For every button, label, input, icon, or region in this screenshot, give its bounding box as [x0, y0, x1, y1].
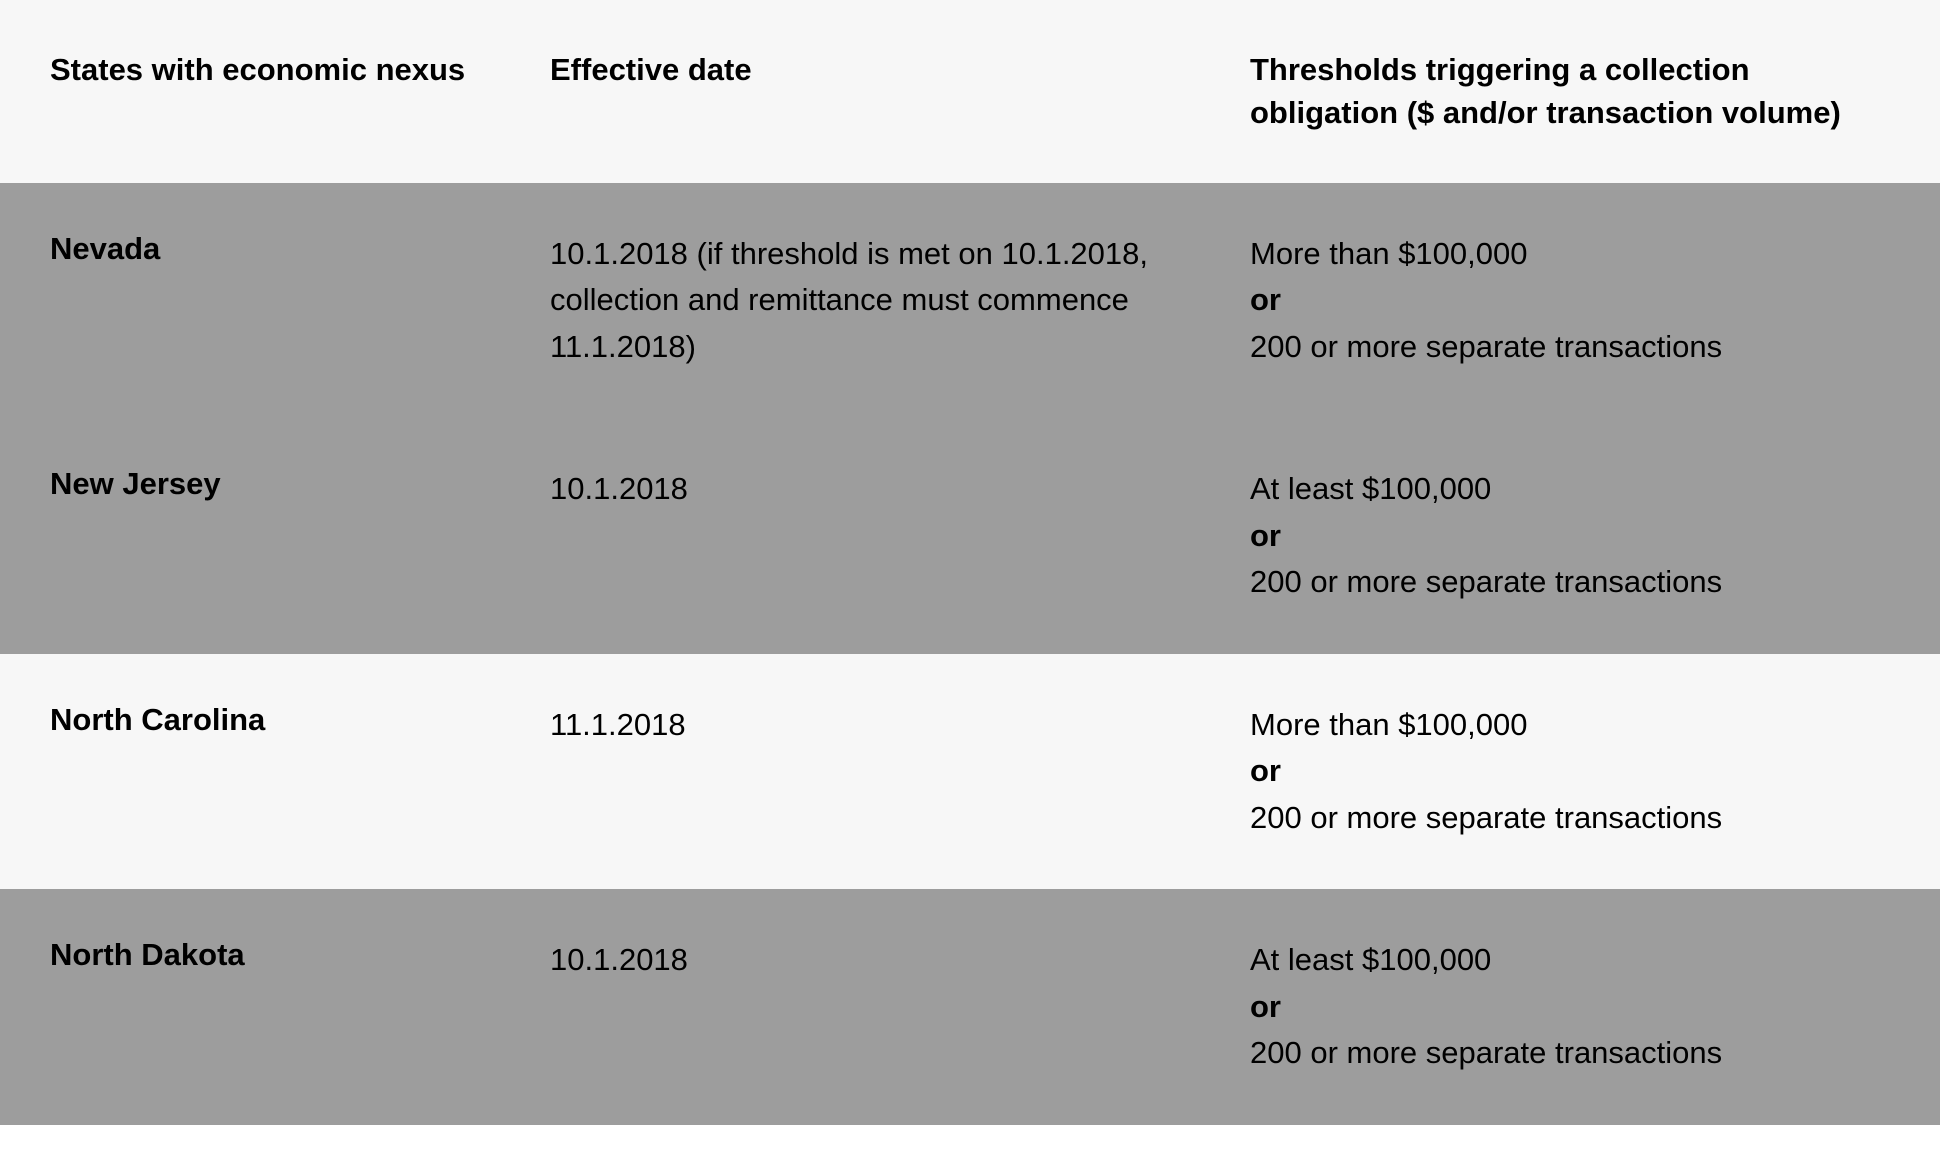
nexus-table: States with economic nexus Effective dat…	[0, 0, 1940, 1125]
header-date-label: Effective date	[550, 48, 1210, 91]
cell-threshold: At least $100,000 or 200 or more separat…	[1250, 937, 1890, 1077]
table-row: North Dakota 10.1.2018 At least $100,000…	[0, 889, 1940, 1125]
cell-date: 10.1.2018	[550, 466, 1250, 606]
cell-threshold: At least $100,000 or 200 or more separat…	[1250, 466, 1890, 606]
header-threshold-label: Thresholds triggering a collection oblig…	[1250, 48, 1890, 135]
threshold-amount: More than $100,000	[1250, 702, 1890, 749]
cell-state: Nevada	[50, 231, 550, 371]
threshold-transactions: 200 or more separate transactions	[1250, 559, 1890, 606]
threshold-or: or	[1250, 513, 1890, 560]
state-name: North Dakota	[50, 937, 510, 973]
state-name: New Jersey	[50, 466, 510, 502]
cell-state: New Jersey	[50, 466, 550, 606]
table-row: New Jersey 10.1.2018 At least $100,000 o…	[0, 418, 1940, 654]
cell-state: North Carolina	[50, 702, 550, 842]
threshold-amount: More than $100,000	[1250, 231, 1890, 278]
threshold-or: or	[1250, 748, 1890, 795]
effective-date: 10.1.2018	[550, 466, 1210, 513]
threshold-transactions: 200 or more separate transactions	[1250, 795, 1890, 842]
table-row: North Carolina 11.1.2018 More than $100,…	[0, 654, 1940, 890]
cell-threshold: More than $100,000 or 200 or more separa…	[1250, 702, 1890, 842]
effective-date: 10.1.2018 (if threshold is met on 10.1.2…	[550, 231, 1210, 371]
header-state-label: States with economic nexus	[50, 48, 510, 91]
effective-date: 10.1.2018	[550, 937, 1210, 984]
header-col-date: Effective date	[550, 48, 1250, 135]
threshold-transactions: 200 or more separate transactions	[1250, 324, 1890, 371]
cell-threshold: More than $100,000 or 200 or more separa…	[1250, 231, 1890, 371]
cell-date: 10.1.2018 (if threshold is met on 10.1.2…	[550, 231, 1250, 371]
state-name: North Carolina	[50, 702, 510, 738]
cell-date: 11.1.2018	[550, 702, 1250, 842]
cell-date: 10.1.2018	[550, 937, 1250, 1077]
effective-date: 11.1.2018	[550, 702, 1210, 749]
threshold-or: or	[1250, 984, 1890, 1031]
table-header-row: States with economic nexus Effective dat…	[0, 0, 1940, 183]
threshold-transactions: 200 or more separate transactions	[1250, 1030, 1890, 1077]
cell-state: North Dakota	[50, 937, 550, 1077]
table-row: Nevada 10.1.2018 (if threshold is met on…	[0, 183, 1940, 419]
threshold-or: or	[1250, 277, 1890, 324]
state-name: Nevada	[50, 231, 510, 267]
header-col-threshold: Thresholds triggering a collection oblig…	[1250, 48, 1890, 135]
threshold-amount: At least $100,000	[1250, 937, 1890, 984]
threshold-amount: At least $100,000	[1250, 466, 1890, 513]
header-col-state: States with economic nexus	[50, 48, 550, 135]
